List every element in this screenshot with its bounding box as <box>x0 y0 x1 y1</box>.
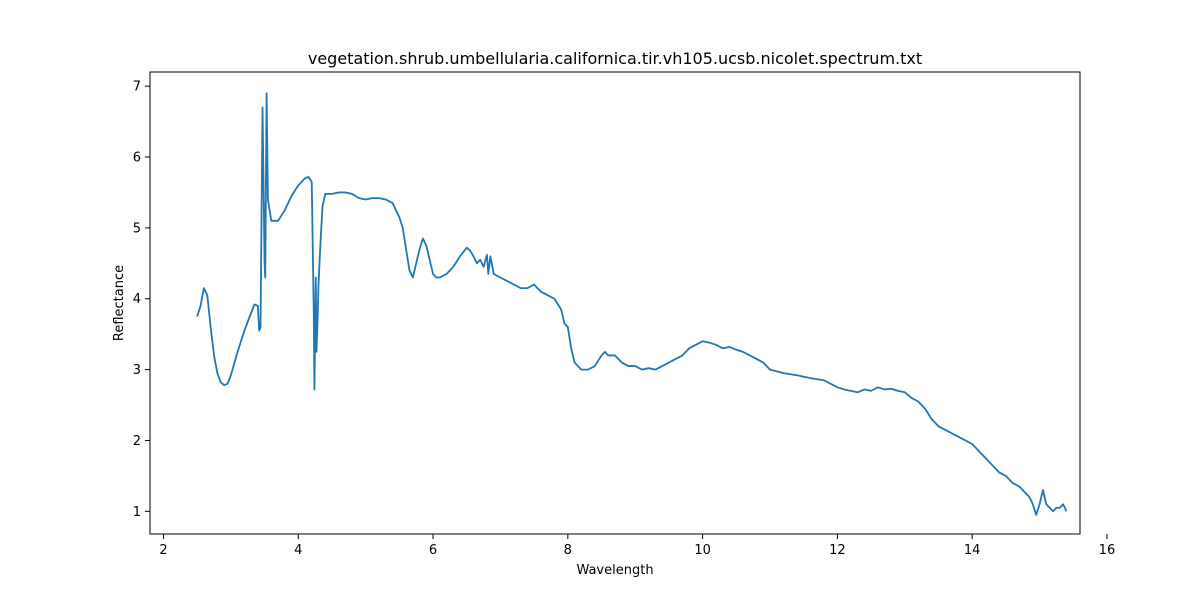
x-tick-label: 16 <box>1099 543 1116 558</box>
x-tick-label: 12 <box>829 543 846 558</box>
y-tick-label: 2 <box>133 434 141 449</box>
x-axis: 2 4 6 8 10 12 14 16 <box>159 534 1115 558</box>
x-tick-label: 4 <box>294 543 302 558</box>
y-tick-label: 4 <box>133 292 141 307</box>
x-tick-label: 10 <box>694 543 711 558</box>
y-tick-label: 5 <box>133 221 141 236</box>
y-tick-label: 1 <box>133 505 141 520</box>
y-axis-label: Reflectance <box>112 265 127 341</box>
y-tick-label: 6 <box>133 151 141 166</box>
series-line-0 <box>196 92 1068 516</box>
x-tick-label: 8 <box>564 543 572 558</box>
y-axis: 1 2 3 4 5 6 7 <box>133 80 150 520</box>
x-tick-label: 6 <box>429 543 437 558</box>
y-tick-label: 7 <box>133 80 141 95</box>
chart-title: vegetation.shrub.umbellularia.californic… <box>308 49 922 68</box>
y-tick-label: 3 <box>133 363 141 378</box>
x-axis-label: Wavelength <box>576 563 653 578</box>
x-tick-label: 14 <box>964 543 981 558</box>
plot-frame <box>149 71 1081 535</box>
series-layer <box>196 92 1068 516</box>
x-tick-label: 2 <box>159 543 167 558</box>
